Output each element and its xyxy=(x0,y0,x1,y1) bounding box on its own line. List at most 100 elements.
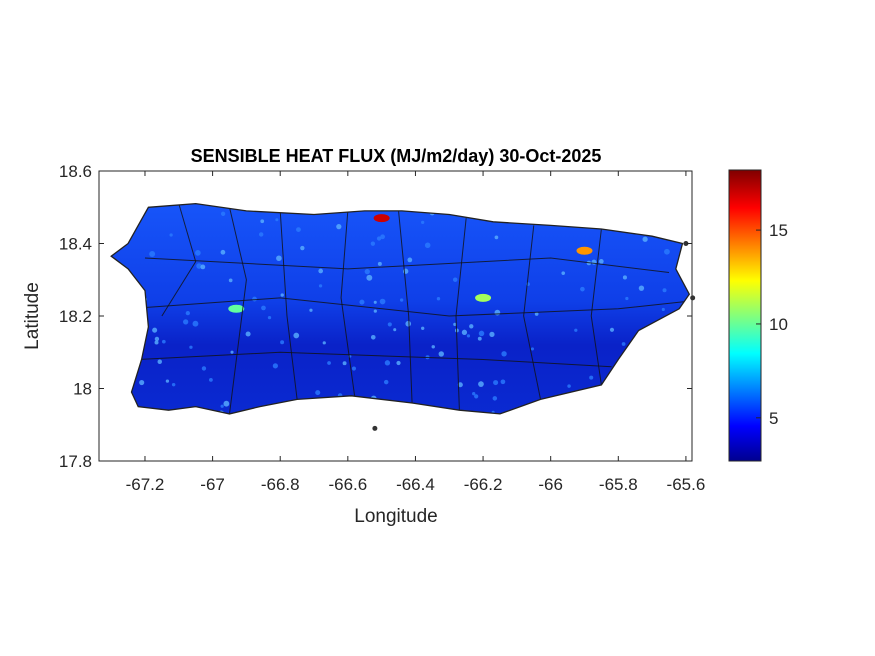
speckle xyxy=(478,330,485,337)
speckle xyxy=(154,340,159,345)
x-tick-label: -67 xyxy=(200,475,225,494)
speckle xyxy=(161,339,166,344)
islet xyxy=(683,241,689,246)
speckle xyxy=(220,211,226,216)
speckle xyxy=(267,315,272,320)
speckle xyxy=(387,322,392,327)
speckle xyxy=(370,334,376,340)
speckle xyxy=(461,329,468,335)
municipal-boundary xyxy=(138,351,612,368)
speckle xyxy=(436,297,441,301)
municipal-boundary xyxy=(144,257,670,273)
speckle xyxy=(589,375,594,380)
speckle xyxy=(165,379,170,383)
y-tick-label: 18.2 xyxy=(59,307,92,326)
x-tick-label: -66.4 xyxy=(396,475,435,494)
speckle xyxy=(280,293,284,297)
speckle xyxy=(315,390,321,396)
speckle xyxy=(574,328,578,332)
speckle xyxy=(272,363,278,369)
speckle xyxy=(453,322,457,326)
speckle xyxy=(200,264,206,270)
y-tick-label: 18.6 xyxy=(59,162,92,181)
speckle xyxy=(336,223,342,230)
speckle xyxy=(220,249,226,255)
speckle xyxy=(276,255,282,262)
speckle xyxy=(662,288,667,293)
speckle xyxy=(351,366,357,371)
x-tick-label: -65.8 xyxy=(599,475,638,494)
speckle xyxy=(373,300,377,304)
y-axis-label: Latitude xyxy=(22,282,43,350)
x-tick-label: -66.8 xyxy=(261,475,300,494)
speckle xyxy=(152,327,158,333)
speckle xyxy=(157,359,162,364)
speckle xyxy=(208,377,213,382)
speckle xyxy=(500,379,506,385)
speckle xyxy=(438,351,444,357)
speckle xyxy=(405,320,412,327)
speckle xyxy=(359,299,365,305)
speckle xyxy=(638,285,645,291)
coastline xyxy=(110,202,691,415)
hotspot xyxy=(475,293,492,302)
speckle xyxy=(230,350,234,354)
municipal-boundary xyxy=(590,228,602,385)
speckle xyxy=(561,271,566,275)
speckle xyxy=(642,236,648,242)
municipal-boundary xyxy=(279,210,298,400)
speckle xyxy=(322,341,326,345)
speckle xyxy=(431,345,435,349)
speckle xyxy=(489,331,495,338)
speckle xyxy=(258,232,264,237)
x-tick-label: -66.6 xyxy=(328,475,367,494)
speckle xyxy=(260,219,265,224)
municipal-boundary xyxy=(340,210,356,396)
y-tick-label: 18.4 xyxy=(59,235,92,254)
speckle xyxy=(139,379,145,386)
island-heat-map xyxy=(110,202,696,431)
municipal-boundary xyxy=(161,203,197,317)
municipal-boundary xyxy=(523,225,542,400)
hotspot xyxy=(373,214,390,223)
speckle xyxy=(466,334,471,338)
speckle xyxy=(625,296,629,301)
speckle xyxy=(407,257,413,263)
x-tick-label: -67.2 xyxy=(126,475,165,494)
islet xyxy=(690,295,696,301)
speckle xyxy=(296,227,301,233)
municipal-boundary xyxy=(398,210,413,404)
speckle xyxy=(478,381,484,388)
speckle xyxy=(376,236,382,241)
speckle xyxy=(195,250,201,256)
speckle xyxy=(309,308,313,312)
speckle xyxy=(474,394,479,399)
speckle xyxy=(377,261,382,266)
speckle xyxy=(384,360,391,366)
speckle xyxy=(421,326,425,330)
speckle xyxy=(534,312,539,316)
speckle xyxy=(383,379,389,385)
x-tick-label: -65.6 xyxy=(667,475,706,494)
speckle xyxy=(472,392,476,396)
speckle xyxy=(494,309,501,316)
hotspot xyxy=(576,246,593,255)
speckle xyxy=(318,284,323,288)
y-tick-label: 18 xyxy=(73,380,92,399)
speckle xyxy=(261,305,266,311)
speckle xyxy=(493,380,499,386)
speckle xyxy=(621,342,626,346)
speckle xyxy=(598,259,604,264)
speckle xyxy=(452,277,458,282)
speckle xyxy=(609,327,615,332)
speckle xyxy=(396,360,401,366)
speckle xyxy=(169,233,173,237)
land-fill xyxy=(111,203,690,414)
speckle xyxy=(300,245,305,251)
speckle xyxy=(373,309,377,313)
chart-title: SENSIBLE HEAT FLUX (MJ/m2/day) 30-Oct-20… xyxy=(191,146,602,166)
speckle xyxy=(196,263,202,269)
speckle xyxy=(370,241,376,246)
